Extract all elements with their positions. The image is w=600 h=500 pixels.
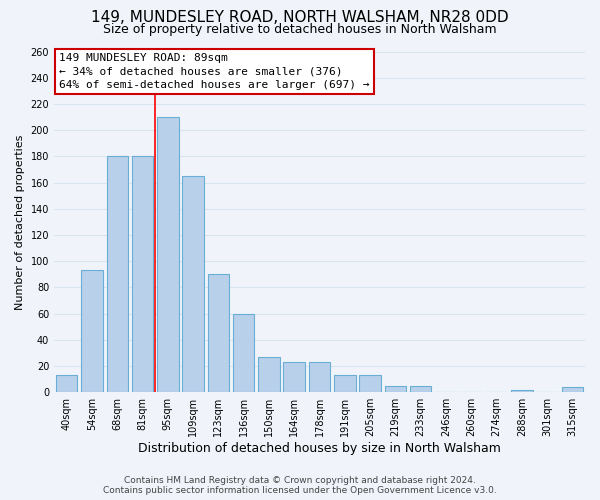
Text: Size of property relative to detached houses in North Walsham: Size of property relative to detached ho… (103, 22, 497, 36)
Bar (208, 274, 229, 392)
Bar (283, 362, 305, 392)
Bar (309, 362, 330, 392)
Text: Contains HM Land Registry data © Crown copyright and database right 2024.
Contai: Contains HM Land Registry data © Crown c… (103, 476, 497, 495)
Bar (385, 386, 406, 392)
Bar (233, 314, 254, 392)
Bar (107, 156, 128, 392)
Bar (81, 270, 103, 392)
Text: 149 MUNDESLEY ROAD: 89sqm
← 34% of detached houses are smaller (376)
64% of semi: 149 MUNDESLEY ROAD: 89sqm ← 34% of detac… (59, 53, 370, 90)
Bar (359, 375, 381, 392)
Bar (132, 156, 153, 392)
Bar (511, 390, 533, 392)
X-axis label: Distribution of detached houses by size in North Walsham: Distribution of detached houses by size … (138, 442, 501, 455)
Bar (334, 375, 356, 392)
Bar (258, 357, 280, 392)
Bar (562, 387, 583, 392)
Y-axis label: Number of detached properties: Number of detached properties (15, 134, 25, 310)
Bar (157, 117, 179, 392)
Bar (56, 375, 77, 392)
Bar (410, 386, 431, 392)
Bar (182, 176, 204, 392)
Text: 149, MUNDESLEY ROAD, NORTH WALSHAM, NR28 0DD: 149, MUNDESLEY ROAD, NORTH WALSHAM, NR28… (91, 10, 509, 25)
